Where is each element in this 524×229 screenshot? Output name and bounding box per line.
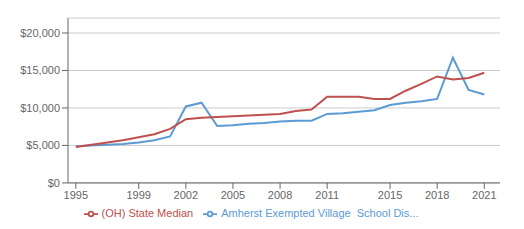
svg-text:$15,000: $15,000	[20, 64, 60, 76]
svg-text:1999: 1999	[126, 189, 150, 201]
svg-text:2005: 2005	[221, 189, 245, 201]
html-text:Amherst Exempted Village Schoo: Amherst Exempted Village School Dis...	[221, 206, 419, 219]
svg-text:$5,000: $5,000	[26, 139, 60, 151]
svg-text:2018: 2018	[425, 189, 449, 201]
svg-text:$10,000: $10,000	[20, 102, 60, 114]
svg-text:$20,000: $20,000	[20, 27, 60, 39]
svg-text:2002: 2002	[174, 189, 198, 201]
svg-text:2008: 2008	[268, 189, 292, 201]
svg-text:2021: 2021	[472, 189, 496, 201]
svg-text:1995: 1995	[64, 189, 88, 201]
html-text:(OH) State Median: (OH) State Median	[101, 206, 194, 219]
svg-text:2015: 2015	[378, 189, 402, 201]
svg-text:$0: $0	[48, 177, 60, 189]
svg-text:2011: 2011	[315, 189, 339, 201]
